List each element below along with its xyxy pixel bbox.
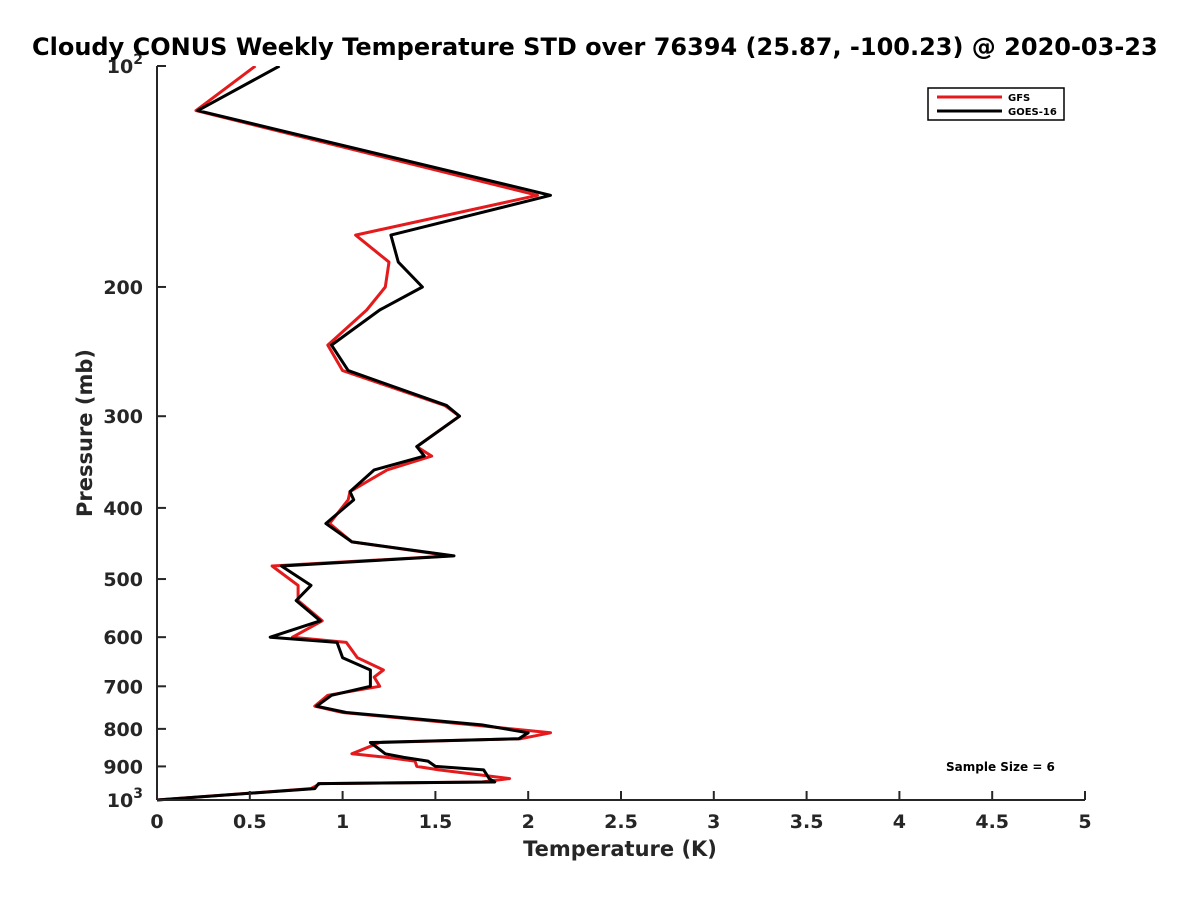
- legend: GFS GOES-16: [927, 87, 1065, 121]
- y-tick-label: 400: [103, 498, 143, 520]
- y-tick-label: 200: [103, 277, 143, 299]
- ticks: 0 0.5 1 1.5 2 2.5 3 3.5 4 4.5 5 102 200 300 400 500 600 7…: [103, 52, 1091, 833]
- x-tick-label: 1: [336, 811, 349, 833]
- chart-title: Cloudy CONUS Weekly Temperature STD over…: [32, 33, 1158, 61]
- y-tick-label: 102: [107, 52, 143, 78]
- y-tick-label: 500: [103, 569, 143, 591]
- series-line-goes16: [156, 66, 552, 802]
- x-axis-label: Temperature (K): [523, 837, 717, 861]
- x-tick-label: 4.5: [975, 811, 1009, 833]
- x-tick-label: 2.5: [604, 811, 638, 833]
- y-tick-label: 600: [103, 627, 143, 649]
- x-tick-label: 1.5: [419, 811, 453, 833]
- x-tick-label: 0.5: [233, 811, 267, 833]
- legend-box: [927, 87, 1065, 121]
- axes: [156, 66, 1085, 801]
- sample-size-annotation: Sample Size = 6: [946, 760, 1055, 774]
- x-tick-label: 3.5: [790, 811, 824, 833]
- y-tick-label: 700: [103, 676, 143, 698]
- x-tick-label: 4: [893, 811, 906, 833]
- series-lines: [156, 66, 552, 802]
- y-tick-label: 103: [107, 786, 143, 812]
- x-tick-label: 5: [1078, 811, 1091, 833]
- legend-label-gfs: GFS: [1008, 93, 1030, 104]
- y-tick-label: 800: [103, 719, 143, 741]
- x-tick-label: 2: [522, 811, 535, 833]
- y-tick-label: 300: [103, 406, 143, 428]
- y-tick-label: 900: [103, 756, 143, 778]
- x-tick-label: 0: [150, 811, 163, 833]
- y-axis-label: Pressure (mb): [73, 349, 97, 517]
- series-line-gfs: [156, 66, 552, 802]
- legend-label-goes16: GOES-16: [1008, 107, 1057, 118]
- x-tick-label: 3: [707, 811, 720, 833]
